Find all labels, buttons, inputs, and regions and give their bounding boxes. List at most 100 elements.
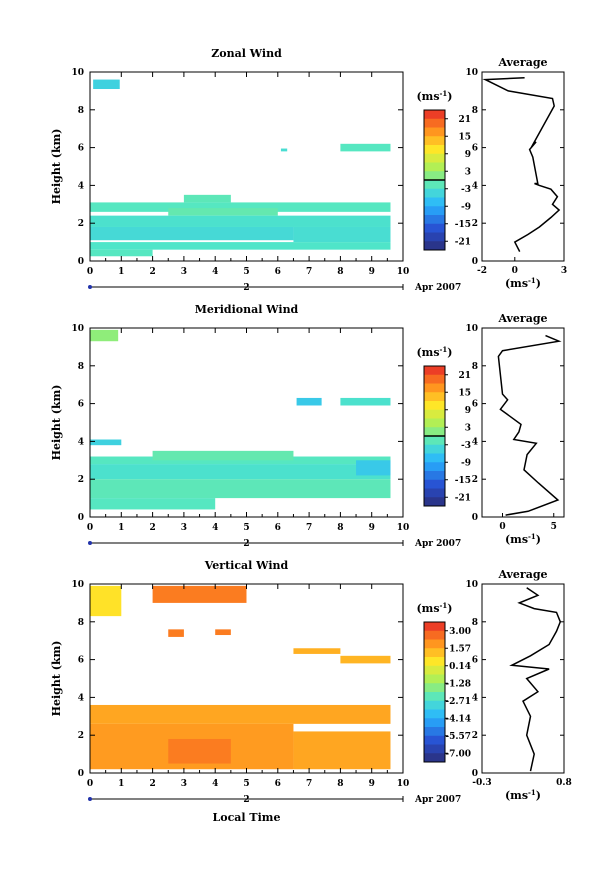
colorbar-segment [424,479,445,489]
colorbar-label: 21 [458,371,471,381]
x-tick-label: 1 [118,523,124,533]
data-cell [90,242,391,250]
colorbar-label: 15 [458,388,471,398]
colorbar-unit: (ms-1) [416,89,452,103]
average-y-tick-label: 8 [472,362,478,372]
colorbar-segment [424,374,445,384]
colorbar-label: -1.28 [445,679,471,689]
data-cell [356,460,391,476]
average-y-tick-label: 10 [465,324,478,334]
x-tick-label: 4 [212,267,218,277]
average-y-tick-label: 6 [472,656,478,666]
average-y-tick-label: 0 [472,769,478,779]
colorbar-label: -4.14 [445,714,471,724]
date-label: Apr 2007 [414,795,461,805]
colorbar-label: 0.14 [449,662,471,672]
y-tick-label: 0 [78,257,84,267]
colorbar-segment [424,488,445,498]
colorbar-segment [424,110,445,120]
y-tick-label: 4 [78,693,84,703]
colorbar-segment [424,162,445,172]
colorbar-label: 3 [465,167,471,177]
colorbar-segment [424,366,445,376]
colorbar-segment [424,136,445,146]
average-x-label: (ms-1) [505,788,541,802]
colorbar-segment [424,630,445,640]
data-cell [168,208,278,216]
colorbar-segment [424,718,445,728]
colorbar-segment [424,241,445,251]
x-tick-label: 2 [149,267,155,277]
panel-2: 0 1 2 3 4 5 6 7 8 9 10 0 2 4 6 8 10 Vertical Wind Height (… [50,559,572,824]
colorbar-segment [424,418,445,428]
average-x-tick-label: -2 [477,266,487,276]
y-tick-label: 10 [71,68,84,78]
average-profile-line [497,334,562,516]
average-profile-line [509,587,562,772]
colorbar-label: -15 [455,476,471,486]
colorbar-segment [424,427,445,437]
colorbar-segment [424,639,445,649]
average-title: Average [497,312,547,325]
average-y-tick-label: 2 [472,219,478,229]
colorbar-segment [424,145,445,155]
colorbar-label: 15 [458,132,471,142]
date-axis-marker [88,797,92,801]
y-tick-label: 10 [71,580,84,590]
x-tick-label: 7 [306,779,312,789]
colorbar-segment [424,674,445,684]
x-tick-label: 6 [275,267,281,277]
colorbar-segment [424,188,445,198]
colorbar-frame [423,621,446,763]
average-x-label: (ms-1) [505,532,541,546]
date-axis-marker [88,541,92,545]
x-tick-label: 5 [243,779,249,789]
x-tick-label: 10 [397,779,410,789]
average-x-tick-label: 0 [512,266,518,276]
x-tick-label: 8 [337,523,343,533]
x-tick-label: 9 [369,523,375,533]
average-y-tick-label: 8 [472,106,478,116]
data-cell [340,143,391,152]
y-tick-label: 2 [78,475,84,485]
colorbar-label: -15 [455,220,471,230]
average-y-tick-label: 2 [472,475,478,485]
colorbar-segment [424,232,445,242]
colorbar-unit: (ms-1) [416,345,452,359]
x-tick-label: 10 [397,267,410,277]
x-tick-label: 6 [275,779,281,789]
y-tick-label: 0 [78,769,84,779]
average-title: Average [497,56,547,69]
y-tick-label: 4 [78,181,84,191]
data-cell [90,249,153,257]
average-y-tick-label: 0 [472,257,478,267]
data-cell [340,655,391,664]
average-y-tick-label: 4 [472,693,478,703]
x-tick-label: 0 [87,523,93,533]
data-cell [93,79,120,90]
y-tick-label: 2 [78,731,84,741]
x-tick-label: 5 [243,267,249,277]
colorbar-segment [424,197,445,207]
colorbar-label: 1.57 [449,644,471,654]
y-tick-label: 8 [78,618,84,628]
x-tick-label: 10 [397,523,410,533]
y-tick-label: 8 [78,106,84,116]
colorbar-segment [424,392,445,402]
average-x-tick-label: 5 [551,522,557,532]
x-tick-label: 5 [243,523,249,533]
colorbar-label: -3 [461,185,471,195]
average-frame [481,583,565,774]
x-tick-label: 3 [181,523,187,533]
colorbar-segment [424,462,445,472]
colorbar-label: 9 [465,406,471,416]
colorbar-segment [424,471,445,481]
average-y-tick-label: 4 [472,181,478,191]
average-y-tick-label: 8 [472,618,478,628]
colorbar-segment [424,753,445,763]
data-cell [90,498,216,510]
data-cell [90,464,391,480]
y-tick-label: 4 [78,437,84,447]
